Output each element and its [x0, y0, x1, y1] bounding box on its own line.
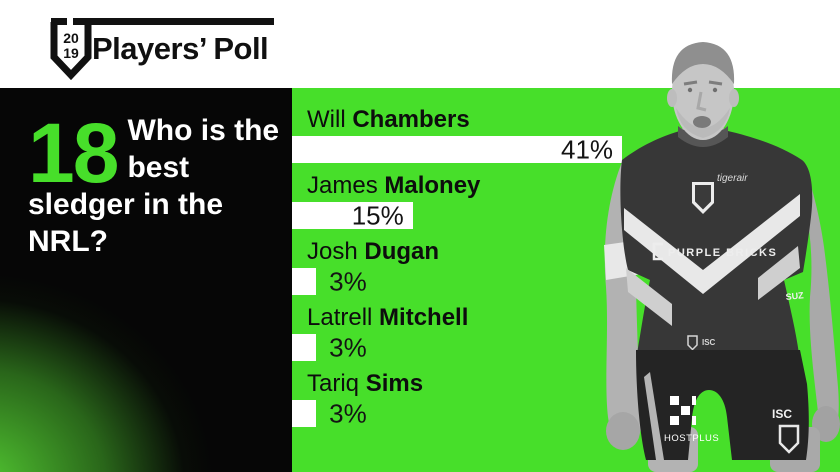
svg-text:HOSTPLUS: HOSTPLUS	[664, 433, 719, 444]
player-photo: tigerair PURPLE BRICKS SUZ ISC HOSTPLUS …	[604, 42, 840, 472]
player-name-label: James Maloney	[307, 172, 481, 199]
question-number: 18	[28, 106, 119, 200]
player-name-label: Tariq Sims	[307, 370, 424, 397]
question-text: Who is the best sledger in the NRL?	[28, 114, 280, 258]
poll-row: James Maloney 15%	[292, 172, 840, 230]
sponsor-isc: ISC	[772, 407, 792, 421]
sponsor-suzuki: SUZ	[785, 290, 804, 302]
poll-bar: 15%	[292, 200, 413, 230]
players-poll-logo: 20 19 Players’ Poll	[50, 12, 290, 82]
poll-bar: 3%	[292, 266, 367, 296]
open-mouth	[693, 116, 711, 128]
nrl-shield-shorts-icon	[778, 424, 800, 454]
percent-label: 3%	[329, 266, 367, 296]
shield-logo-icon: 20 19	[50, 18, 274, 81]
player-name-label: Will Chambers	[307, 106, 470, 133]
percent-label: 41%	[561, 134, 614, 164]
percent-label: 15%	[351, 200, 404, 230]
percent-label: 3%	[329, 398, 367, 428]
player-name-label: Latrell Mitchell	[307, 304, 469, 331]
sponsor-isc-waist: ISC	[702, 338, 716, 347]
poll-bar: 41%	[292, 134, 623, 164]
question-panel: 18 Who is the best sledger in the NRL?	[0, 88, 292, 472]
poll-row: Tariq Sims 3%	[292, 370, 840, 428]
logo-year-top: 20	[63, 30, 79, 46]
sponsor-purple-bricks: PURPLE BRICKS	[668, 247, 777, 259]
poll-bar-chart: Will Chambers 41% James Maloney 15% Josh…	[292, 88, 840, 472]
hair	[671, 42, 735, 84]
poll-row: Latrell Mitchell 3%	[292, 304, 840, 362]
percent-label: 3%	[329, 332, 367, 362]
logo-title: Players’ Poll	[92, 31, 269, 66]
player-name-label: Josh Dugan	[307, 238, 440, 265]
question-block: 18 Who is the best sledger in the NRL?	[28, 106, 282, 260]
hostplus-logo: HOSTPLUS	[664, 396, 719, 444]
poll-bar: 3%	[292, 398, 367, 428]
poll-bar: 3%	[292, 332, 367, 362]
sponsor-tigerair: tigerair	[717, 173, 748, 184]
logo-year-bottom: 19	[63, 45, 79, 61]
poll-row: Josh Dugan 3%	[292, 238, 840, 296]
poll-row: Will Chambers 41%	[292, 106, 840, 164]
